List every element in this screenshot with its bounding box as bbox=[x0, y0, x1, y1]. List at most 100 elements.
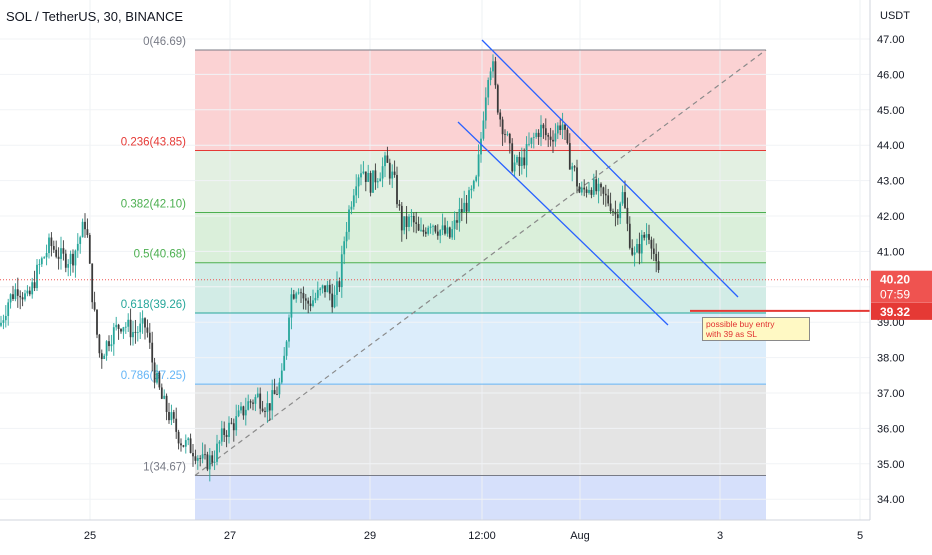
candle-body bbox=[652, 248, 655, 254]
candle-body bbox=[67, 264, 70, 268]
fib-zone-0.236 bbox=[195, 150, 766, 213]
y-tick-label: 39.00 bbox=[877, 317, 905, 329]
annotation-line-2: with 39 as SL bbox=[706, 329, 758, 339]
candle-body bbox=[285, 341, 288, 356]
candle-body bbox=[470, 188, 473, 191]
fib-label-0.618: 0.618(39.26) bbox=[121, 299, 186, 311]
candle-body bbox=[612, 211, 614, 212]
candle-body bbox=[48, 237, 50, 254]
candle-body bbox=[324, 285, 326, 293]
candle-body bbox=[7, 302, 10, 316]
candle-body bbox=[288, 317, 290, 342]
candle-body bbox=[268, 403, 271, 411]
candle-body bbox=[523, 157, 526, 166]
candle-body bbox=[357, 177, 360, 187]
y-tick-label: 47.00 bbox=[877, 34, 905, 46]
candle-body bbox=[160, 387, 163, 399]
candle-body bbox=[578, 186, 581, 193]
candle-body bbox=[153, 362, 156, 383]
channel-upper-line bbox=[481, 39, 739, 298]
candle-body bbox=[607, 195, 610, 204]
candle-body bbox=[655, 253, 658, 262]
annotation-note[interactable]: possible buy entry with 39 as SL bbox=[702, 317, 810, 341]
candle-body bbox=[266, 403, 269, 412]
candle-body bbox=[424, 231, 427, 234]
candle-body bbox=[333, 294, 336, 308]
candle-body bbox=[374, 170, 377, 183]
y-tick-label: 34.00 bbox=[877, 494, 905, 506]
candle-body bbox=[345, 231, 348, 242]
candle-body bbox=[631, 247, 634, 255]
candle-body bbox=[628, 223, 631, 248]
candle-body bbox=[256, 393, 259, 398]
candle-body bbox=[213, 461, 216, 463]
fib-lines bbox=[195, 49, 766, 476]
candle-body bbox=[415, 222, 418, 224]
candle-body bbox=[463, 202, 466, 213]
candle-body bbox=[369, 172, 372, 193]
fib-label-0.236: 0.236(43.85) bbox=[121, 137, 186, 149]
fib-labels: 0(46.69) 0.236(43.85) 0.382(42.10) 0.5(40.6… bbox=[121, 36, 186, 474]
candle-body bbox=[417, 223, 420, 231]
candle-body bbox=[595, 179, 598, 192]
candle-body bbox=[144, 318, 146, 328]
candle-body bbox=[69, 253, 72, 265]
candle-body bbox=[321, 285, 324, 289]
candle-body bbox=[636, 244, 638, 253]
candle-body bbox=[535, 132, 538, 137]
candle-body bbox=[129, 319, 132, 338]
descending-channel[interactable] bbox=[457, 39, 739, 326]
candle-body bbox=[348, 209, 350, 232]
symbol-title[interactable]: SOL / TetherUS, 30, BINANCE bbox=[6, 9, 184, 24]
current-price-badge bbox=[871, 270, 932, 303]
candle-body bbox=[355, 186, 358, 196]
candle-body bbox=[228, 422, 230, 437]
candle-body bbox=[309, 303, 312, 307]
candle-body bbox=[105, 341, 108, 356]
candle-body bbox=[420, 229, 422, 231]
x-tick-label: 25 bbox=[84, 530, 96, 542]
candle-body bbox=[132, 331, 134, 338]
candle-body bbox=[638, 244, 641, 254]
candle-body bbox=[552, 139, 554, 142]
candle-body bbox=[50, 237, 53, 247]
candle-body bbox=[444, 225, 446, 234]
candle-body bbox=[427, 227, 430, 234]
candle-body bbox=[499, 112, 502, 120]
candle-body bbox=[487, 80, 490, 98]
fib-label-0.786: 0.786(37.25) bbox=[121, 370, 186, 382]
candle-body bbox=[391, 171, 394, 179]
candle-body bbox=[139, 323, 142, 333]
candle-body bbox=[146, 327, 149, 333]
candle-body bbox=[81, 221, 84, 238]
candle-body bbox=[201, 454, 204, 459]
candle-body bbox=[602, 187, 605, 194]
candle-body bbox=[204, 454, 206, 456]
candle-body bbox=[158, 372, 161, 388]
candle-body bbox=[165, 395, 168, 413]
candle-body bbox=[343, 241, 346, 255]
candle-body bbox=[312, 300, 314, 307]
currency-label: USDT bbox=[880, 10, 910, 22]
candle-body bbox=[360, 173, 362, 178]
candle-body bbox=[148, 332, 151, 343]
candle-body bbox=[43, 257, 46, 259]
candle-body bbox=[489, 71, 492, 81]
candle-body bbox=[172, 412, 175, 419]
candle-body bbox=[513, 162, 516, 172]
candle-body bbox=[216, 443, 218, 462]
candle-body bbox=[429, 226, 432, 228]
candle-body bbox=[352, 195, 355, 207]
candle-body bbox=[40, 258, 43, 265]
candle-body bbox=[530, 137, 533, 144]
current-price-countdown: 07:59 bbox=[880, 288, 910, 302]
y-tick-label: 37.00 bbox=[877, 388, 905, 400]
x-tick-label: 27 bbox=[224, 530, 236, 542]
candle-body bbox=[580, 187, 583, 193]
candle-body bbox=[554, 133, 557, 142]
candle-body bbox=[532, 136, 535, 138]
candle-body bbox=[475, 176, 478, 181]
candle-body bbox=[319, 288, 322, 291]
